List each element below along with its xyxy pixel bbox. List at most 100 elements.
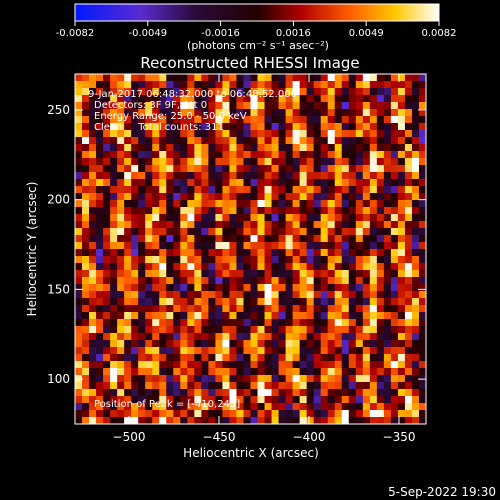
- heatmap-cell: [159, 410, 167, 418]
- heatmap-cell: [159, 396, 167, 404]
- heatmap-cell: [75, 81, 83, 89]
- heatmap-cell: [334, 396, 343, 404]
- heatmap-cell: [264, 193, 272, 201]
- heatmap-cell: [110, 347, 118, 355]
- heatmap-cell: [89, 382, 97, 390]
- heatmap-cell: [131, 284, 139, 292]
- heatmap-cell: [145, 88, 153, 96]
- heatmap-cell: [390, 263, 399, 271]
- heatmap-cell: [376, 200, 385, 208]
- heatmap-cell: [334, 333, 343, 341]
- heatmap-cell: [159, 298, 167, 306]
- heatmap-cell: [166, 95, 174, 103]
- heatmap-cell: [292, 403, 301, 411]
- heatmap-cell: [222, 403, 230, 411]
- heatmap-cell: [278, 123, 286, 131]
- heatmap-cell: [229, 403, 237, 411]
- heatmap-cell: [355, 179, 364, 187]
- heatmap-cell: [299, 81, 308, 89]
- heatmap-cell: [131, 305, 139, 313]
- heatmap-cell: [257, 277, 265, 285]
- heatmap-cell: [327, 389, 336, 397]
- heatmap-cell: [145, 235, 153, 243]
- heatmap-cell: [75, 354, 83, 362]
- heatmap-cell: [299, 207, 308, 215]
- heatmap-cell: [103, 396, 111, 404]
- heatmap-cell: [369, 200, 378, 208]
- heatmap-cell: [201, 305, 209, 313]
- heatmap-cell: [404, 186, 413, 194]
- heatmap-cell: [418, 102, 427, 110]
- heatmap-cell: [383, 305, 392, 313]
- heatmap-cell: [341, 277, 350, 285]
- heatmap-cell: [390, 333, 399, 341]
- heatmap-cell: [299, 95, 308, 103]
- heatmap-cell: [334, 340, 343, 348]
- heatmap-cell: [215, 368, 223, 376]
- heatmap-cell: [334, 242, 343, 250]
- heatmap-cell: [404, 144, 413, 152]
- heatmap-cell: [306, 340, 315, 348]
- heatmap-cell: [418, 200, 427, 208]
- heatmap-cell: [418, 165, 427, 173]
- heatmap-cell: [201, 340, 209, 348]
- heatmap-cell: [348, 291, 357, 299]
- heatmap-cell: [355, 200, 364, 208]
- heatmap-cell: [208, 284, 216, 292]
- heatmap-cell: [180, 81, 188, 89]
- heatmap-cell: [299, 305, 308, 313]
- heatmap-cell: [243, 312, 251, 320]
- heatmap-cell: [110, 214, 118, 222]
- heatmap-cell: [390, 214, 399, 222]
- heatmap-cell: [229, 130, 237, 138]
- heatmap-cell: [180, 235, 188, 243]
- heatmap-cell: [215, 172, 223, 180]
- heatmap-cell: [404, 277, 413, 285]
- heatmap-cell: [334, 291, 343, 299]
- heatmap-cell: [306, 417, 315, 425]
- heatmap-cell: [117, 256, 125, 264]
- heatmap-cell: [285, 270, 294, 278]
- heatmap-cell: [327, 361, 336, 369]
- heatmap-cell: [75, 109, 83, 117]
- heatmap-cell: [362, 354, 371, 362]
- heatmap-cell: [145, 123, 153, 131]
- heatmap-cell: [257, 74, 265, 82]
- heatmap-cell: [404, 88, 413, 96]
- heatmap-cell: [159, 214, 167, 222]
- heatmap-cell: [341, 396, 350, 404]
- heatmap-cell: [89, 186, 97, 194]
- heatmap-cell: [306, 228, 315, 236]
- heatmap-cell: [306, 361, 315, 369]
- heatmap-cell: [82, 116, 90, 124]
- heatmap-cell: [418, 417, 427, 425]
- heatmap-cell: [201, 277, 209, 285]
- heatmap-cell: [397, 354, 406, 362]
- heatmap-cell: [222, 410, 230, 418]
- heatmap-cell: [299, 193, 308, 201]
- heatmap-cell: [131, 95, 139, 103]
- heatmap-cell: [124, 81, 132, 89]
- heatmap-cell: [264, 347, 272, 355]
- heatmap-cell: [250, 319, 258, 327]
- heatmap-cell: [159, 186, 167, 194]
- heatmap-cell: [173, 95, 181, 103]
- heatmap-cell: [306, 214, 315, 222]
- heatmap-cell: [278, 109, 286, 117]
- heatmap-cell: [194, 368, 202, 376]
- heatmap-cell: [369, 137, 378, 145]
- heatmap-cell: [194, 172, 202, 180]
- heatmap-cell: [243, 270, 251, 278]
- heatmap-cell: [369, 130, 378, 138]
- colorbar-tick-label: 0.0016: [276, 28, 311, 39]
- heatmap-cell: [411, 221, 420, 229]
- heatmap-cell: [397, 130, 406, 138]
- heatmap-cell: [418, 137, 427, 145]
- heatmap-cell: [313, 235, 322, 243]
- heatmap-cell: [257, 179, 265, 187]
- heatmap-cell: [201, 263, 209, 271]
- heatmap-cell: [89, 354, 97, 362]
- heatmap-cell: [271, 263, 279, 271]
- heatmap-cell: [152, 340, 160, 348]
- heatmap-cell: [376, 116, 385, 124]
